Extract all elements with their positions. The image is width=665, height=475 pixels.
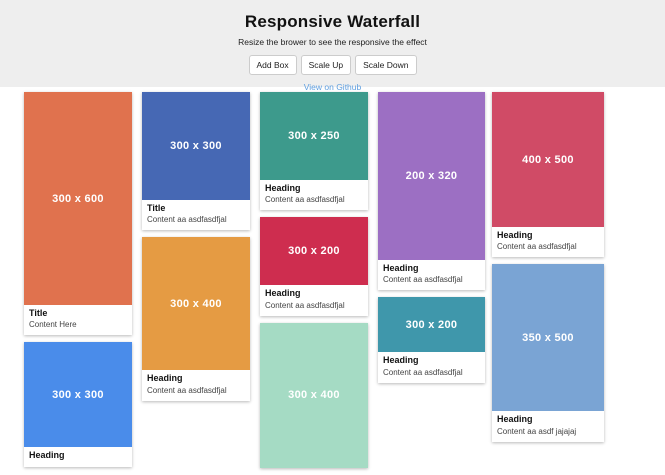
waterfall-card: 350 x 500 Heading Content aa asdf jajaja…: [492, 264, 604, 442]
waterfall-grid: 300 x 600 Title Content Here 300 x 300 H…: [0, 87, 665, 468]
waterfall-card: 300 x 400 Heading Content aa asdfasdfjal: [142, 237, 250, 401]
card-heading: Heading: [497, 414, 533, 425]
card-heading: Heading: [147, 373, 183, 384]
waterfall-card: 300 x 200 Heading Content aa asdfasdfjal: [378, 297, 485, 383]
waterfall-card: 300 x 200 Heading Content aa asdfasdfjal: [260, 217, 368, 316]
github-link[interactable]: View on Github: [303, 82, 362, 92]
card-caption: Title Content Here: [24, 305, 132, 335]
card-heading: Title: [29, 308, 48, 318]
card-size-label: 300 x 200: [288, 245, 340, 258]
card-heading: Heading: [383, 263, 419, 273]
waterfall-card: 300 x 600 Title Content Here: [24, 92, 132, 336]
card-size-label: 300 x 250: [288, 130, 340, 142]
card-color-block: 300 x 200: [260, 217, 368, 286]
card-size-label: 300 x 600: [52, 192, 104, 205]
card-content-text: Content aa asdf jajajaj: [497, 426, 577, 436]
card-color-block: 300 x 600: [24, 92, 132, 305]
card-content-text: Content aa asdfasdfjal: [265, 195, 345, 205]
waterfall-card: 300 x 300 Heading: [24, 342, 132, 467]
card-color-block: 300 x 200: [378, 297, 485, 353]
card-heading: Heading: [265, 288, 301, 299]
card-size-label: 300 x 300: [52, 388, 104, 401]
waterfall-card: 300 x 300 Title Content aa asdfasdfjal: [142, 92, 250, 231]
waterfall-card: 300 x 400: [260, 322, 368, 468]
card-content-text: Content aa asdfasdfjal: [147, 385, 227, 395]
waterfall-column: 300 x 600 Title Content Here 300 x 300 H…: [24, 92, 132, 474]
card-content-text: Content aa asdfasdfjal: [383, 275, 463, 285]
card-size-label: 350 x 500: [522, 331, 574, 344]
scale-up-button[interactable]: Scale Up: [300, 55, 352, 75]
page-title: Responsive Waterfall: [244, 12, 421, 31]
card-size-label: 400 x 500: [522, 153, 574, 166]
card-size-label: 300 x 400: [170, 297, 222, 310]
waterfall-card: 300 x 250 Heading Content aa asdfasdfjal: [260, 92, 368, 211]
card-caption: Heading Content aa asdfasdfjal: [378, 260, 485, 290]
waterfall-card: 200 x 320 Heading Content aa asdfasdfjal: [378, 92, 485, 291]
card-color-block: 300 x 300: [24, 342, 132, 448]
card-color-block: 350 x 500: [492, 264, 604, 412]
card-color-block: 300 x 300: [142, 92, 250, 200]
card-content-text: Content aa asdfasdfjal: [265, 300, 345, 310]
card-heading: Heading: [29, 450, 65, 461]
card-caption: Heading Content aa asdf jajajaj: [492, 411, 604, 441]
card-caption: Heading Content aa asdfasdfjal: [492, 227, 604, 257]
card-caption: Title Content aa asdfasdfjal: [142, 200, 250, 230]
card-caption: Heading Content aa asdfasdfjal: [260, 180, 368, 210]
card-color-block: 300 x 400: [142, 237, 250, 371]
card-color-block: 200 x 320: [378, 92, 485, 260]
card-color-block: 300 x 400: [260, 322, 368, 468]
page-subtitle: Resize the brower to see the responsive …: [238, 37, 427, 47]
card-color-block: 400 x 500: [492, 92, 604, 227]
card-color-block: 300 x 250: [260, 92, 368, 180]
page-header: Responsive Waterfall Resize the brower t…: [0, 0, 665, 92]
waterfall-column: 300 x 300 Title Content aa asdfasdfjal 3…: [142, 92, 250, 408]
card-heading: Title: [147, 203, 166, 213]
scale-down-button[interactable]: Scale Down: [355, 55, 417, 75]
card-size-label: 300 x 400: [288, 389, 340, 401]
card-heading: Heading: [497, 230, 533, 240]
card-caption: Heading Content aa asdfasdfjal: [260, 285, 368, 315]
card-size-label: 300 x 200: [405, 318, 458, 331]
card-content-text: Content aa asdfasdfjal: [383, 367, 463, 377]
card-size-label: 300 x 300: [170, 140, 222, 152]
waterfall-column: 400 x 500 Heading Content aa asdfasdfjal…: [492, 92, 604, 449]
waterfall-card: 400 x 500 Heading Content aa asdfasdfjal: [492, 92, 604, 258]
add-box-button[interactable]: Add Box: [248, 55, 297, 75]
card-heading: Heading: [383, 355, 419, 366]
card-caption: Heading: [24, 447, 132, 466]
card-caption: Heading Content aa asdfasdfjal: [142, 370, 250, 400]
waterfall-column: 200 x 320 Heading Content aa asdfasdfjal…: [378, 92, 485, 390]
card-size-label: 200 x 320: [405, 170, 458, 182]
card-caption: Heading Content aa asdfasdfjal: [378, 352, 485, 382]
card-content-text: Content aa asdfasdfjal: [147, 215, 227, 225]
card-heading: Heading: [265, 183, 301, 193]
card-content-text: Content aa asdfasdfjal: [497, 242, 577, 252]
toolbar: Add Box Scale Up Scale Down: [0, 55, 665, 75]
waterfall-column: 300 x 250 Heading Content aa asdfasdfjal…: [260, 92, 368, 475]
card-content-text: Content Here: [29, 320, 77, 330]
